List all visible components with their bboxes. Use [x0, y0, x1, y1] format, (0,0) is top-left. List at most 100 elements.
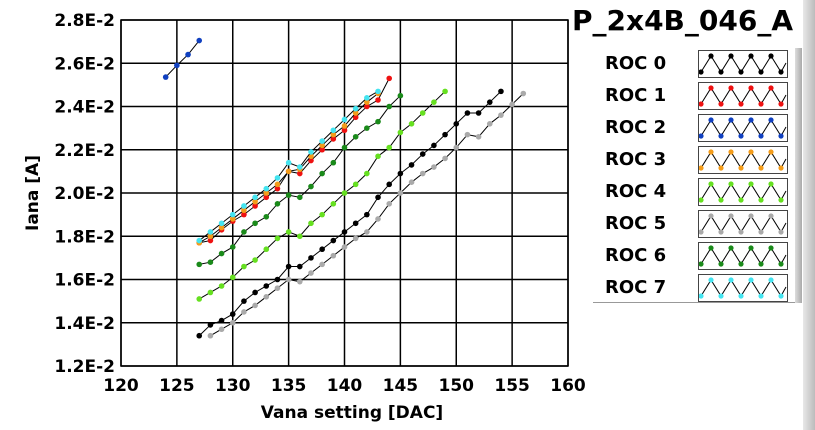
data-point — [185, 51, 191, 58]
data-point — [196, 332, 203, 339]
legend-item-roc-4: ROC 4 — [593, 177, 793, 207]
data-point — [475, 110, 482, 116]
legend-swatch-icon — [698, 146, 788, 174]
legend: ROC 0 ROC 1 ROC 2 ROC 3 ROC 4 ROC 5 ROC 6 ROC 7 — [593, 46, 796, 303]
data-point — [263, 213, 270, 220]
series-line — [165, 40, 200, 78]
x-tick-label: 140 — [327, 376, 363, 396]
series-roc-4 — [196, 88, 448, 302]
data-point — [274, 276, 281, 283]
data-point — [464, 131, 471, 138]
data-point — [274, 181, 281, 188]
series-roc-2 — [162, 37, 203, 80]
data-point — [341, 244, 348, 250]
grid — [120, 19, 569, 367]
data-point — [453, 144, 460, 151]
data-point — [308, 220, 314, 227]
data-point — [218, 224, 225, 231]
data-point — [341, 190, 348, 196]
legend-label: ROC 5 — [605, 213, 667, 234]
y-tick-labels: 1.2E-2 1.4E-2 1.6E-2 1.8E-2 2.0E-2 2.2E-2 2.4E… — [54, 11, 115, 377]
data-point — [352, 110, 359, 116]
y-tick-label: 2.4E-2 — [54, 98, 115, 118]
data-point — [442, 88, 448, 95]
data-point — [263, 185, 270, 192]
data-point — [475, 133, 482, 140]
legend-label: ROC 3 — [605, 149, 667, 170]
data-point — [453, 121, 460, 127]
data-point — [375, 118, 381, 125]
data-point — [431, 99, 437, 105]
data-point — [386, 75, 393, 82]
data-point — [431, 142, 437, 149]
data-point — [274, 201, 281, 207]
x-tick-label: 135 — [271, 376, 307, 396]
legend-swatch-icon — [698, 114, 788, 142]
data-point — [229, 274, 236, 281]
data-point — [352, 181, 359, 188]
data-point — [218, 220, 225, 227]
data-point — [330, 131, 337, 138]
data-point — [341, 144, 348, 151]
data-point — [364, 170, 370, 177]
data-point — [274, 175, 281, 181]
legend-swatch-icon — [698, 82, 788, 110]
data-point — [207, 289, 214, 296]
data-point — [297, 233, 303, 240]
data-point — [319, 211, 325, 218]
data-point — [252, 302, 258, 309]
data-point — [285, 229, 292, 235]
data-point — [297, 164, 303, 170]
chart-title: P_2x4B_046_A — [572, 4, 794, 37]
x-tick-label: 155 — [494, 376, 530, 396]
legend-label: ROC 4 — [605, 181, 667, 202]
data-point — [375, 194, 381, 201]
data-point — [364, 99, 370, 105]
data-point — [364, 95, 370, 101]
data-point — [319, 246, 325, 253]
data-point — [308, 270, 314, 276]
x-tick-label: 145 — [383, 376, 419, 396]
legend-swatch-icon — [698, 178, 788, 206]
x-tick-label: 150 — [439, 376, 475, 396]
y-tick-label: 1.2E-2 — [54, 357, 115, 377]
y-tick-label: 2.8E-2 — [54, 11, 115, 31]
data-point — [218, 250, 225, 257]
data-point — [486, 99, 493, 105]
data-point — [386, 201, 393, 207]
data-point — [218, 326, 225, 333]
data-point — [229, 211, 236, 218]
data-point — [229, 244, 236, 250]
data-point — [341, 116, 348, 123]
data-point — [285, 263, 292, 270]
series-roc-6 — [196, 92, 404, 268]
legend-label: ROC 7 — [605, 277, 667, 298]
legend-label: ROC 1 — [605, 85, 667, 106]
data-point — [364, 211, 370, 218]
data-point — [352, 220, 359, 227]
data-point — [375, 216, 381, 222]
data-point — [207, 237, 214, 244]
data-point — [207, 259, 214, 266]
data-point — [330, 252, 337, 259]
legend-scrollbar[interactable] — [795, 48, 802, 303]
data-point — [408, 162, 415, 168]
data-point — [241, 229, 247, 235]
data-point — [218, 317, 225, 324]
data-point — [341, 123, 348, 129]
data-point — [207, 233, 214, 240]
data-point — [397, 129, 404, 136]
data-point — [319, 142, 325, 149]
data-point — [308, 149, 314, 155]
data-point — [274, 235, 281, 242]
legend-label: ROC 6 — [605, 245, 667, 266]
data-point — [341, 127, 348, 134]
data-point — [229, 216, 236, 222]
data-point — [442, 155, 448, 162]
data-point — [419, 151, 426, 157]
data-point — [308, 153, 314, 160]
window-edge-scrollbar[interactable] — [803, 0, 815, 430]
y-tick-label: 1.4E-2 — [54, 314, 115, 334]
data-point — [252, 289, 258, 296]
